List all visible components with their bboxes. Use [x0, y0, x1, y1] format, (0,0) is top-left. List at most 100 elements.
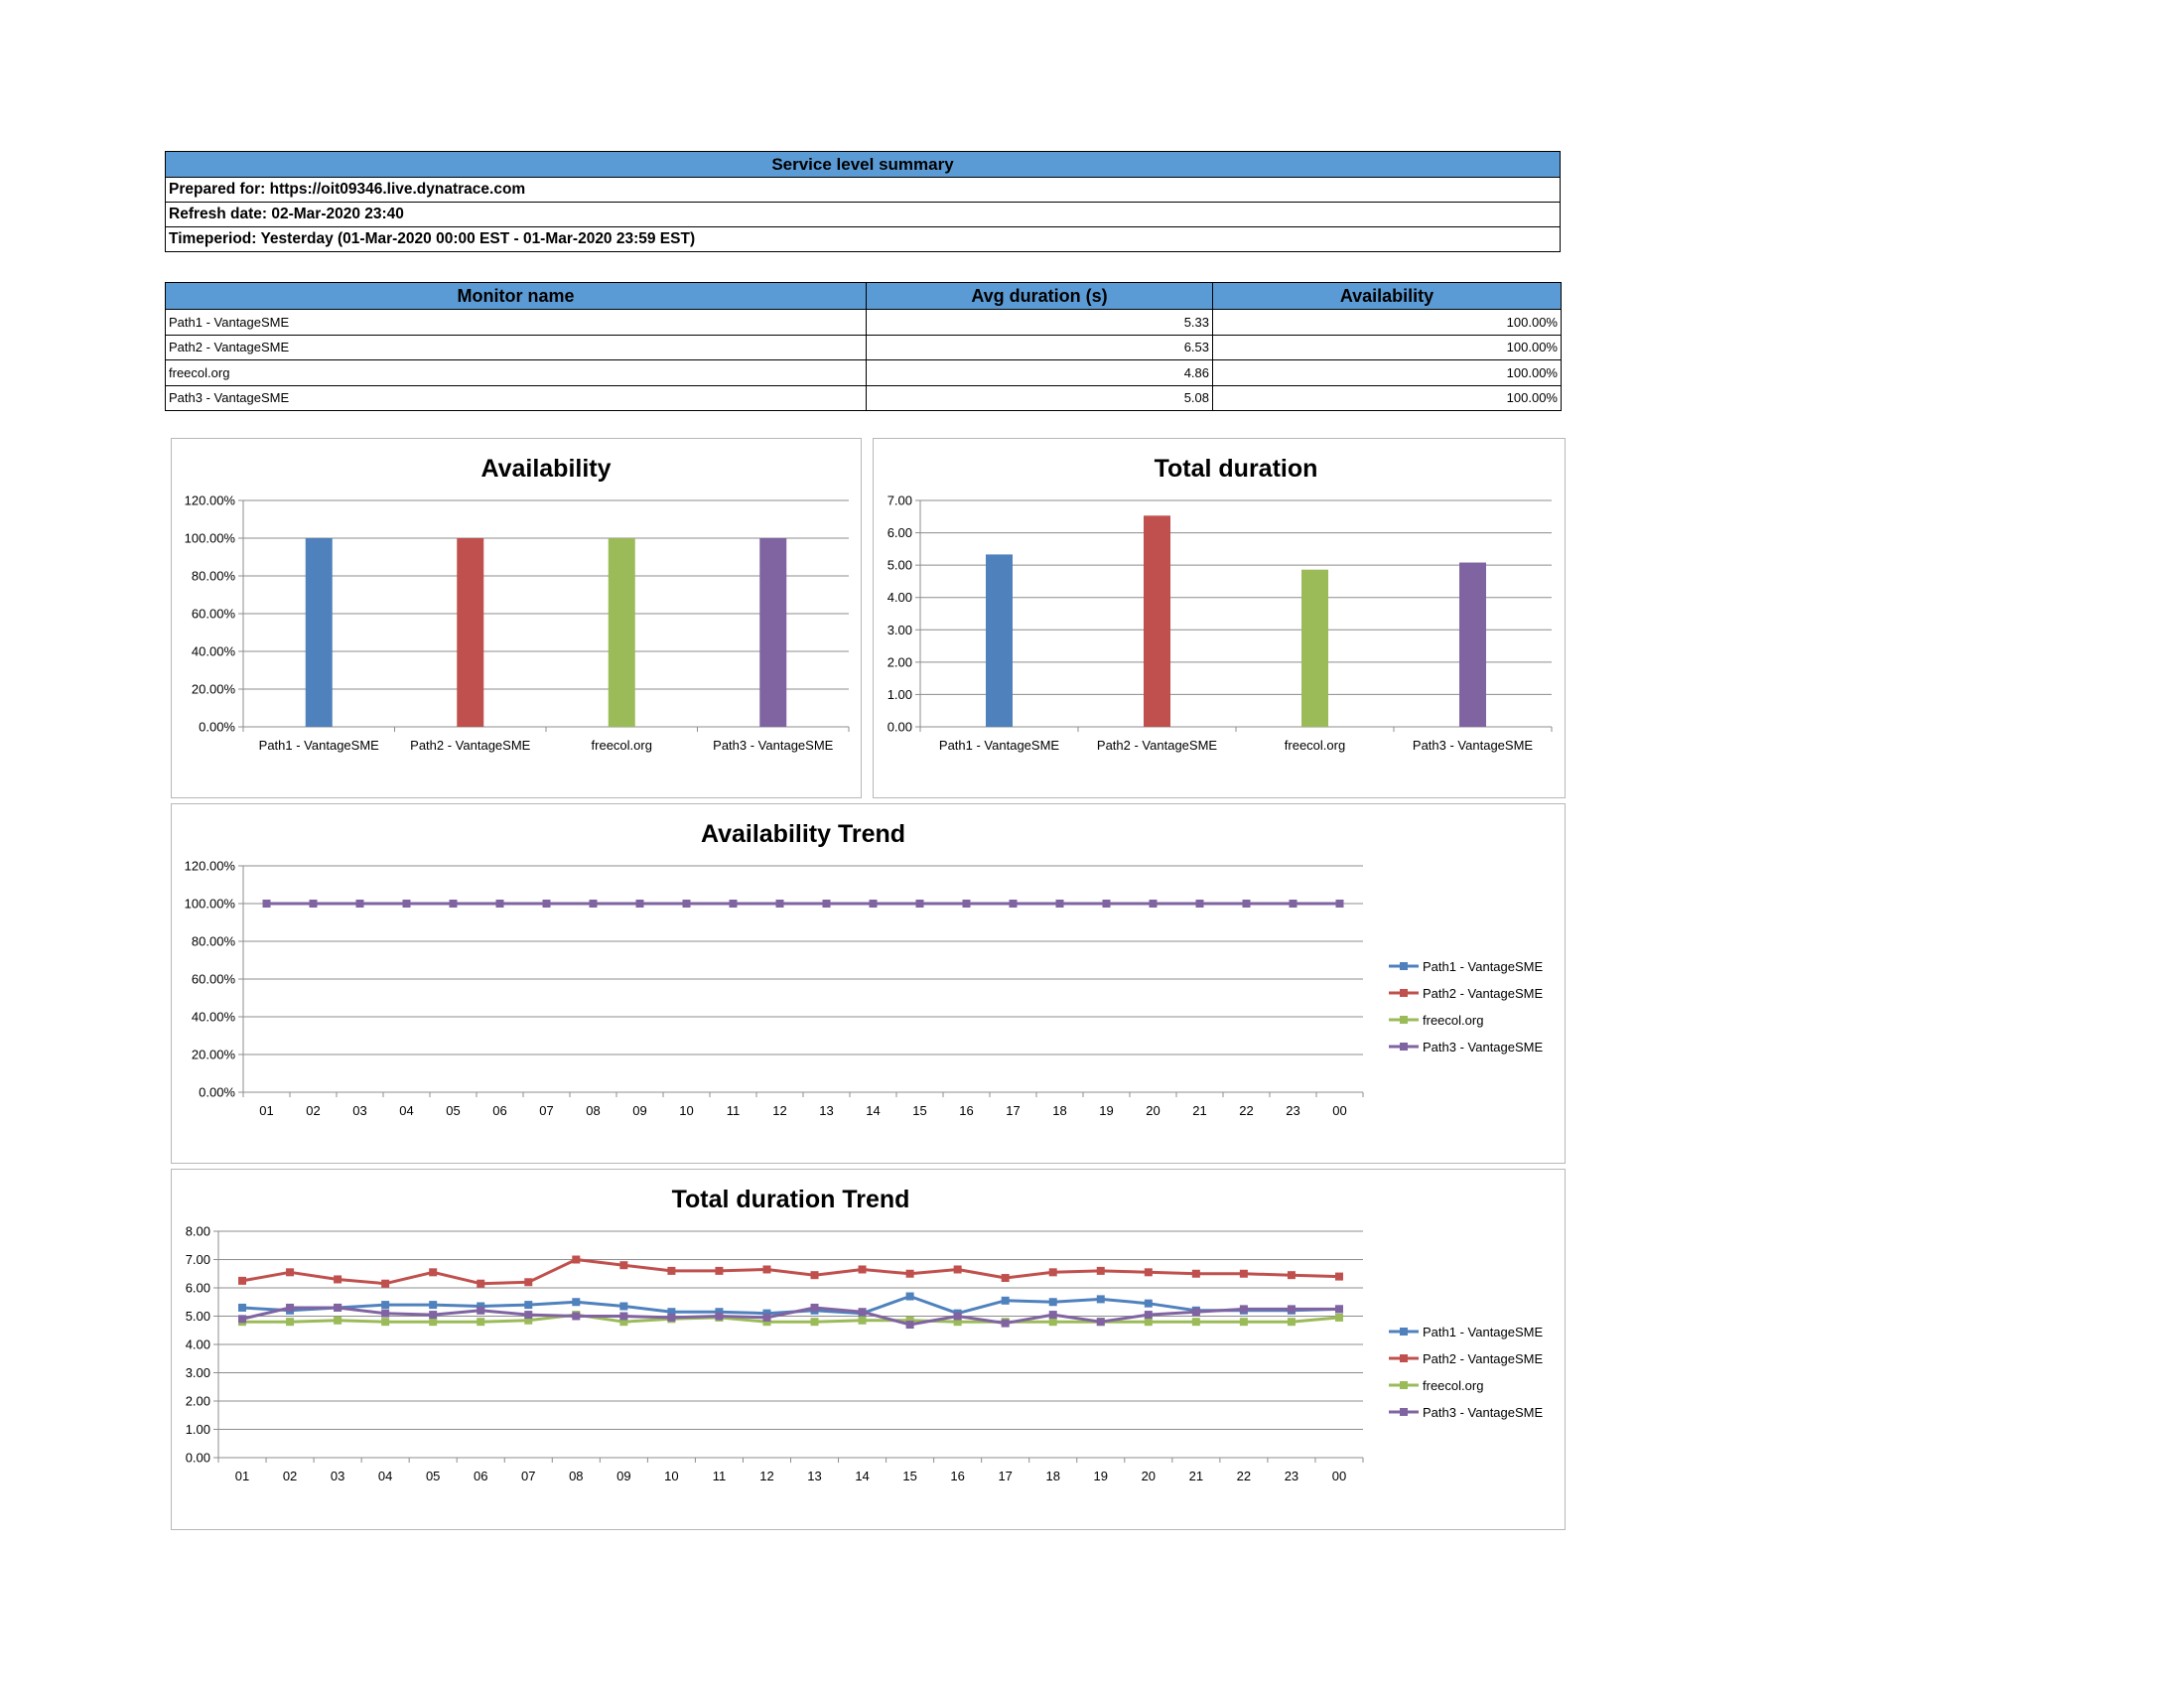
legend-label: Path3 - VantageSME [1423, 1040, 1543, 1055]
y-tick-label: 0.00% [199, 720, 235, 735]
point-freecol-org [1191, 1318, 1200, 1327]
point-path3-vantagesme [619, 1312, 628, 1321]
y-tick-label: 100.00% [185, 531, 236, 546]
bar-path3-vantagesme [759, 538, 787, 727]
point-path3-vantagesme [429, 1311, 438, 1320]
x-tick-label: 10 [664, 1469, 678, 1483]
total-duration-chart: Total duration 0.00 1.00 2.00 3.00 4.00 5.00 6.… [873, 438, 1566, 798]
service-summary-table: Service level summary Prepared for: http… [165, 151, 1561, 252]
availability-trend-chart: Availability Trend 0.00% 20.00% 40.00% 60.00… [171, 803, 1566, 1164]
legend-label: Path2 - VantageSME [1423, 986, 1543, 1001]
point-path2-vantagesme [286, 1268, 295, 1277]
y-tick-label: 7.00 [186, 1252, 210, 1267]
availability-cell: 100.00% [1212, 334, 1562, 360]
point-path3-vantagesme [355, 900, 364, 908]
point-path3-vantagesme [1289, 900, 1297, 908]
x-tick-label: 19 [1099, 1103, 1113, 1118]
table-row: Path1 - VantageSME 5.33 100.00% [165, 309, 1562, 336]
table-row: freecol.org 4.86 100.00% [165, 359, 1562, 386]
series-line-path1-vantagesme [241, 1295, 1340, 1316]
x-tick-label: freecol.org [592, 738, 652, 753]
legend-label: freecol.org [1423, 1013, 1483, 1028]
x-tick-label: 21 [1192, 1103, 1206, 1118]
x-tick-label: 20 [1142, 1469, 1156, 1483]
point-freecol-org [619, 1318, 628, 1327]
availability-cell: 100.00% [1212, 359, 1562, 386]
avg-duration-cell: 5.08 [866, 384, 1213, 411]
availability-cell: 100.00% [1212, 384, 1562, 411]
x-tick-label: 07 [539, 1103, 553, 1118]
point-path2-vantagesme [429, 1268, 438, 1277]
point-freecol-org [477, 1318, 485, 1327]
avg-duration-cell: 4.86 [866, 359, 1213, 386]
x-tick-label: 06 [492, 1103, 506, 1118]
availability-cell: 100.00% [1212, 309, 1562, 336]
point-freecol-org [286, 1318, 295, 1327]
y-tick-label: 40.00% [192, 1010, 236, 1025]
x-tick-label: 06 [474, 1469, 487, 1483]
monitor-table: Monitor name Avg duration (s) Availabili… [165, 282, 1562, 411]
point-path1-vantagesme [477, 1302, 485, 1311]
chart-title: Total duration Trend [672, 1186, 910, 1213]
x-tick-label: 02 [283, 1469, 297, 1483]
avg-duration-cell: 6.53 [866, 334, 1213, 360]
y-tick-label: 7.00 [887, 493, 912, 508]
point-path1-vantagesme [381, 1301, 390, 1310]
chart-svg: Availability 0.00% 20.00% 40.00% 60.00% 80.00… [185, 455, 850, 753]
x-tick-label: 10 [679, 1103, 693, 1118]
x-tick-label: Path1 - VantageSME [939, 738, 1059, 753]
x-tick-label: 22 [1239, 1103, 1253, 1118]
point-path2-vantagesme [1334, 1272, 1343, 1281]
point-path3-vantagesme [589, 900, 598, 908]
point-path2-vantagesme [1287, 1271, 1296, 1280]
legend-label: Path3 - VantageSME [1423, 1405, 1543, 1420]
point-path3-vantagesme [1102, 900, 1111, 908]
x-tick-label: 03 [352, 1103, 366, 1118]
x-tick-label: 07 [521, 1469, 535, 1483]
point-path3-vantagesme [715, 1312, 724, 1321]
legend-label: Path1 - VantageSME [1423, 959, 1543, 974]
x-tick-label: 16 [959, 1103, 973, 1118]
x-tick-label: 16 [950, 1469, 964, 1483]
point-path2-vantagesme [381, 1279, 390, 1288]
y-tick-label: 80.00% [192, 934, 236, 949]
y-tick-label: 120.00% [185, 493, 236, 508]
summary-header: Service level summary [165, 151, 1561, 178]
x-tick-label: 05 [446, 1103, 460, 1118]
point-path3-vantagesme [1055, 900, 1064, 908]
x-tick-label: 23 [1285, 1469, 1298, 1483]
x-tick-label: 23 [1286, 1103, 1299, 1118]
col-header-avg-duration: Avg duration (s) [866, 282, 1213, 310]
point-path3-vantagesme [858, 1308, 867, 1317]
legend-marker [1400, 1043, 1408, 1051]
point-path3-vantagesme [334, 1303, 342, 1312]
x-tick-label: 13 [807, 1469, 821, 1483]
x-tick-label: 04 [378, 1469, 392, 1483]
point-path3-vantagesme [477, 1306, 485, 1315]
chart-svg: Total duration 0.00 1.00 2.00 3.00 4.00 5.00 6.… [887, 455, 1553, 753]
point-path2-vantagesme [1144, 1268, 1153, 1277]
y-tick-label: 6.00 [186, 1281, 210, 1296]
x-tick-label: 17 [998, 1469, 1012, 1483]
point-freecol-org [762, 1318, 771, 1327]
point-path3-vantagesme [572, 1312, 581, 1321]
monitor-name-cell: Path3 - VantageSME [165, 384, 867, 411]
legend-marker [1400, 962, 1408, 970]
point-path3-vantagesme [1191, 1308, 1200, 1317]
point-path3-vantagesme [309, 900, 318, 908]
point-path3-vantagesme [762, 1313, 771, 1322]
bar-path2-vantagesme [457, 538, 484, 727]
x-tick-label: Path2 - VantageSME [410, 738, 530, 753]
point-path3-vantagesme [1144, 1311, 1153, 1320]
legend-marker [1400, 1328, 1408, 1336]
y-tick-label: 1.00 [186, 1422, 210, 1437]
point-path2-vantagesme [238, 1276, 247, 1285]
point-path3-vantagesme [822, 900, 831, 908]
point-path1-vantagesme [572, 1298, 581, 1307]
point-path1-vantagesme [762, 1309, 771, 1318]
y-tick-label: 4.00 [887, 590, 912, 605]
y-tick-label: 60.00% [192, 972, 236, 987]
point-path3-vantagesme [402, 900, 411, 908]
x-tick-label: 12 [759, 1469, 773, 1483]
x-tick-label: 14 [866, 1103, 880, 1118]
